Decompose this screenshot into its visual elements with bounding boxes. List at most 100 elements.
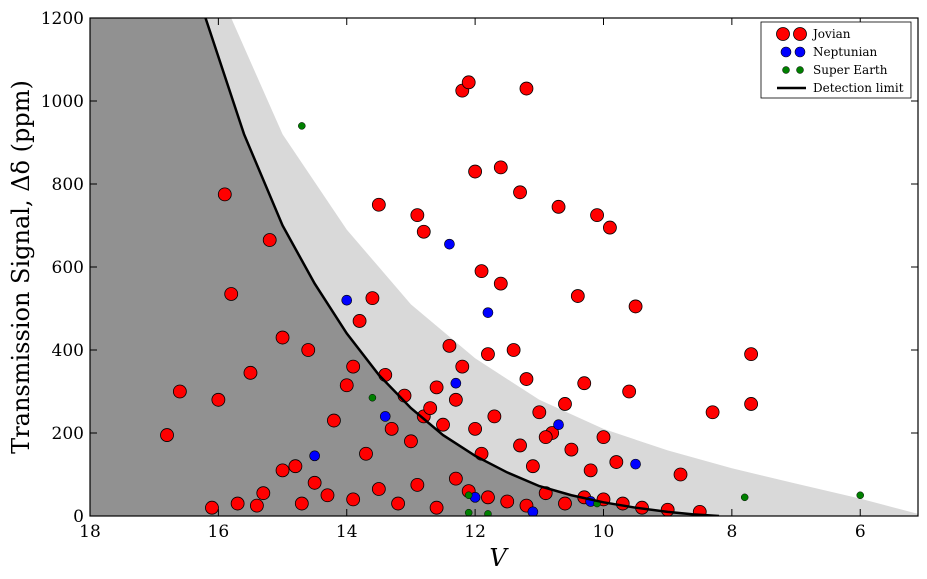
jovian-point xyxy=(609,455,624,469)
jovian-point xyxy=(359,446,373,461)
x-tick-label: 6 xyxy=(855,522,866,542)
jovian-point xyxy=(628,299,643,314)
x-axis-ticks: 18 16 14 12 10 8 6 xyxy=(79,18,866,542)
jovian-point xyxy=(590,208,604,223)
neptunian-point xyxy=(482,307,494,318)
x-tick-label: 8 xyxy=(726,522,737,542)
jovian-point xyxy=(211,392,226,407)
x-tick-label: 16 xyxy=(208,522,230,542)
jovian-point xyxy=(288,459,303,474)
y-tick-label: 400 xyxy=(52,341,84,361)
jovian-point xyxy=(346,359,361,374)
neptunian-point xyxy=(379,411,391,422)
jovian-point xyxy=(455,359,470,374)
jovian-point xyxy=(256,486,271,501)
jovian-point xyxy=(172,384,187,399)
jovian-point xyxy=(705,405,720,420)
x-axis-label: V xyxy=(489,544,509,572)
legend-marker-neptunian-a xyxy=(780,46,792,58)
jovian-point xyxy=(744,397,759,411)
jovian-point xyxy=(320,488,335,503)
jovian-point xyxy=(160,428,174,442)
jovian-point xyxy=(596,430,611,445)
jovian-point xyxy=(500,494,515,509)
jovian-point xyxy=(673,467,688,482)
jovian-point xyxy=(339,378,354,393)
jovian-point xyxy=(378,367,393,382)
jovian-point xyxy=(307,475,322,490)
super-earth-point xyxy=(484,510,492,516)
jovian-point xyxy=(558,397,572,411)
neptunian-point xyxy=(444,238,455,250)
jovian-point xyxy=(416,224,431,239)
jovian-point xyxy=(519,81,534,96)
jovian-point xyxy=(583,463,598,478)
jovian-point xyxy=(243,365,258,380)
jovian-point xyxy=(551,199,566,214)
jovian-point xyxy=(481,490,495,505)
x-tick-label: 14 xyxy=(336,522,358,542)
jovian-point xyxy=(493,276,508,291)
jovian-point xyxy=(513,185,527,200)
legend-marker-super-earth-b xyxy=(796,66,804,74)
jovian-point xyxy=(564,442,579,457)
x-tick-label: 10 xyxy=(593,522,615,542)
jovian-point xyxy=(205,500,219,515)
jovian-point xyxy=(294,496,309,511)
jovian-point xyxy=(391,496,405,511)
jovian-point xyxy=(448,392,463,407)
y-axis-label: Transmission Signal, Δδ (ppm) xyxy=(7,80,35,454)
jovian-point xyxy=(224,287,239,301)
super-earth-point xyxy=(464,491,473,499)
jovian-point xyxy=(230,496,245,511)
jovian-point xyxy=(481,347,495,362)
legend-item-detection-limit: Detection limit xyxy=(777,81,904,95)
jovian-point xyxy=(371,482,386,496)
jovian-point xyxy=(346,492,361,507)
super-earth-point xyxy=(856,491,864,499)
jovian-point xyxy=(570,289,585,303)
jovian-point xyxy=(487,409,502,424)
jovian-point xyxy=(448,471,463,486)
neptunian-point xyxy=(630,458,641,470)
legend-item-super-earth: Super Earth xyxy=(782,63,888,77)
neptunian-point xyxy=(309,450,320,462)
y-tick-label: 0 xyxy=(73,507,84,527)
jovian-point xyxy=(468,421,483,436)
neptunian-point xyxy=(341,294,353,306)
y-tick-label: 800 xyxy=(52,175,84,195)
jovian-point xyxy=(744,347,759,362)
y-tick-label: 200 xyxy=(52,424,84,444)
jovian-point xyxy=(538,430,553,445)
jovian-point xyxy=(352,314,367,328)
jovian-point xyxy=(262,233,277,247)
jovian-point xyxy=(301,343,316,357)
jovian-point xyxy=(217,187,232,202)
legend-marker-super-earth-a xyxy=(782,66,790,74)
y-axis-ticks: 0 200 400 600 800 1000 1200 xyxy=(41,9,918,527)
jovian-point xyxy=(384,421,399,436)
y-tick-label: 1200 xyxy=(41,9,84,29)
jovian-point xyxy=(327,413,341,428)
super-earth-point xyxy=(368,393,377,402)
jovian-point xyxy=(474,264,489,279)
jovian-point xyxy=(468,164,483,179)
legend: Jovian Neptunian Super Earth Detection l… xyxy=(760,21,912,99)
jovian-point xyxy=(404,434,418,449)
legend-item-neptunian: Neptunian xyxy=(780,45,878,59)
legend-marker-neptunian-b xyxy=(794,46,806,58)
detection-limit-line xyxy=(204,18,720,516)
jovian-point xyxy=(506,343,521,357)
neptunian-point xyxy=(450,377,462,389)
legend-marker-jovian-a xyxy=(776,27,790,41)
legend-marker-jovian-b xyxy=(793,27,807,41)
data-points xyxy=(160,75,864,516)
jovian-point xyxy=(461,75,476,90)
jovian-point xyxy=(519,372,534,386)
jovian-point xyxy=(249,498,264,513)
super-earth-point xyxy=(298,122,306,130)
jovian-point xyxy=(525,459,540,474)
jovian-point xyxy=(442,338,457,353)
jovian-point xyxy=(603,220,617,235)
